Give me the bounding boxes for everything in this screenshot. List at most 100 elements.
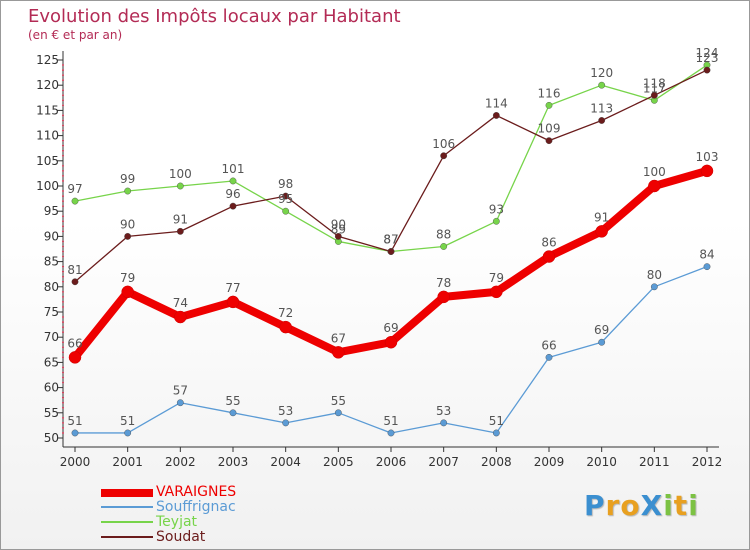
y-minor-tick (62, 265, 64, 268)
data-point (542, 250, 556, 263)
data-point (176, 227, 184, 235)
y-minor-tick (62, 331, 64, 334)
data-label: 78 (436, 276, 451, 290)
data-label: 55 (331, 394, 346, 408)
data-label: 55 (225, 394, 240, 408)
data-label: 66 (541, 338, 556, 352)
logo-letter: r (605, 489, 621, 522)
proxiti-logo: ProXiti (584, 489, 699, 522)
data-label: 118 (643, 76, 666, 90)
legend-label: Soudat (156, 529, 206, 545)
x-tick-label: 2009 (534, 455, 565, 469)
data-point (650, 91, 658, 99)
x-tick-label: 2012 (692, 455, 723, 469)
data-point (121, 285, 134, 299)
data-point (229, 177, 237, 185)
y-minor-tick (62, 195, 64, 197)
y-minor-tick (62, 376, 64, 379)
data-point (334, 232, 342, 240)
logo-letter: i (663, 489, 674, 522)
data-label: 81 (67, 263, 82, 277)
data-label: 87 (383, 233, 398, 247)
data-point (492, 217, 500, 225)
y-minor-tick (62, 225, 64, 228)
data-point (68, 351, 82, 364)
x-tick-label: 2005 (323, 455, 354, 469)
y-minor-tick (62, 220, 64, 223)
y-minor-tick (62, 346, 64, 349)
y-minor-tick (62, 280, 64, 283)
y-tick-label: 105 (36, 154, 59, 168)
data-label: 53 (278, 404, 293, 418)
y-minor-tick (62, 356, 64, 359)
y-tick-label: 90 (44, 229, 59, 243)
data-label: 103 (696, 150, 719, 164)
data-point (71, 429, 79, 437)
y-tick-label: 125 (36, 53, 59, 67)
data-point (700, 164, 714, 178)
data-label: 98 (278, 177, 293, 191)
y-minor-tick (62, 190, 64, 192)
data-point (492, 429, 500, 437)
data-point (226, 295, 240, 309)
y-minor-tick (62, 144, 64, 147)
data-label: 69 (383, 321, 398, 335)
data-point (387, 429, 395, 437)
y-minor-tick (62, 104, 64, 107)
y-minor-tick (62, 255, 64, 258)
data-point (440, 152, 448, 160)
data-point (174, 310, 187, 324)
data-point (648, 179, 661, 193)
data-label: 97 (67, 182, 82, 196)
data-label: 100 (169, 167, 192, 181)
y-minor-tick (62, 245, 64, 248)
data-point (437, 290, 450, 304)
x-tick-label: 2006 (376, 455, 407, 469)
y-minor-tick (62, 401, 64, 404)
y-tick-label: 110 (36, 129, 59, 143)
y-minor-tick (62, 270, 64, 273)
y-minor-tick (62, 341, 64, 344)
logo-letter: i (688, 489, 699, 522)
y-minor-tick (62, 306, 64, 308)
y-minor-tick (62, 421, 64, 424)
data-point (229, 202, 237, 210)
data-point (282, 207, 290, 215)
data-label: 93 (489, 202, 504, 216)
y-tick-label: 55 (44, 406, 59, 420)
data-label: 66 (67, 336, 82, 350)
data-label: 91 (594, 210, 609, 224)
legend-swatch (101, 489, 153, 497)
data-label: 57 (173, 384, 188, 398)
data-label: 91 (173, 212, 188, 226)
y-minor-tick (62, 295, 64, 298)
y-tick-label: 70 (44, 330, 59, 344)
data-label: 100 (643, 165, 666, 179)
data-label: 120 (590, 66, 613, 80)
data-label: 113 (590, 101, 613, 115)
y-minor-tick (62, 240, 64, 243)
y-minor-tick (62, 99, 64, 102)
x-tick-label: 2010 (586, 455, 617, 469)
y-minor-tick (62, 154, 64, 157)
y-minor-tick (62, 406, 64, 409)
legend-swatch (101, 506, 153, 508)
y-tick-label: 95 (44, 204, 59, 218)
y-minor-tick (62, 79, 64, 82)
data-label: 51 (383, 414, 398, 428)
x-tick-label: 2000 (60, 455, 91, 469)
data-label: 109 (538, 122, 561, 136)
data-point (71, 197, 79, 205)
x-tick-label: 2011 (639, 455, 670, 469)
y-minor-tick (62, 119, 64, 122)
x-tick-label: 2003 (218, 455, 249, 469)
data-label: 117 (643, 81, 666, 95)
data-label: 69 (594, 323, 609, 337)
y-minor-tick (62, 381, 64, 384)
y-minor-tick (62, 326, 64, 329)
data-point (492, 112, 500, 119)
logo-letter: o (620, 489, 641, 522)
y-minor-tick (62, 391, 64, 394)
